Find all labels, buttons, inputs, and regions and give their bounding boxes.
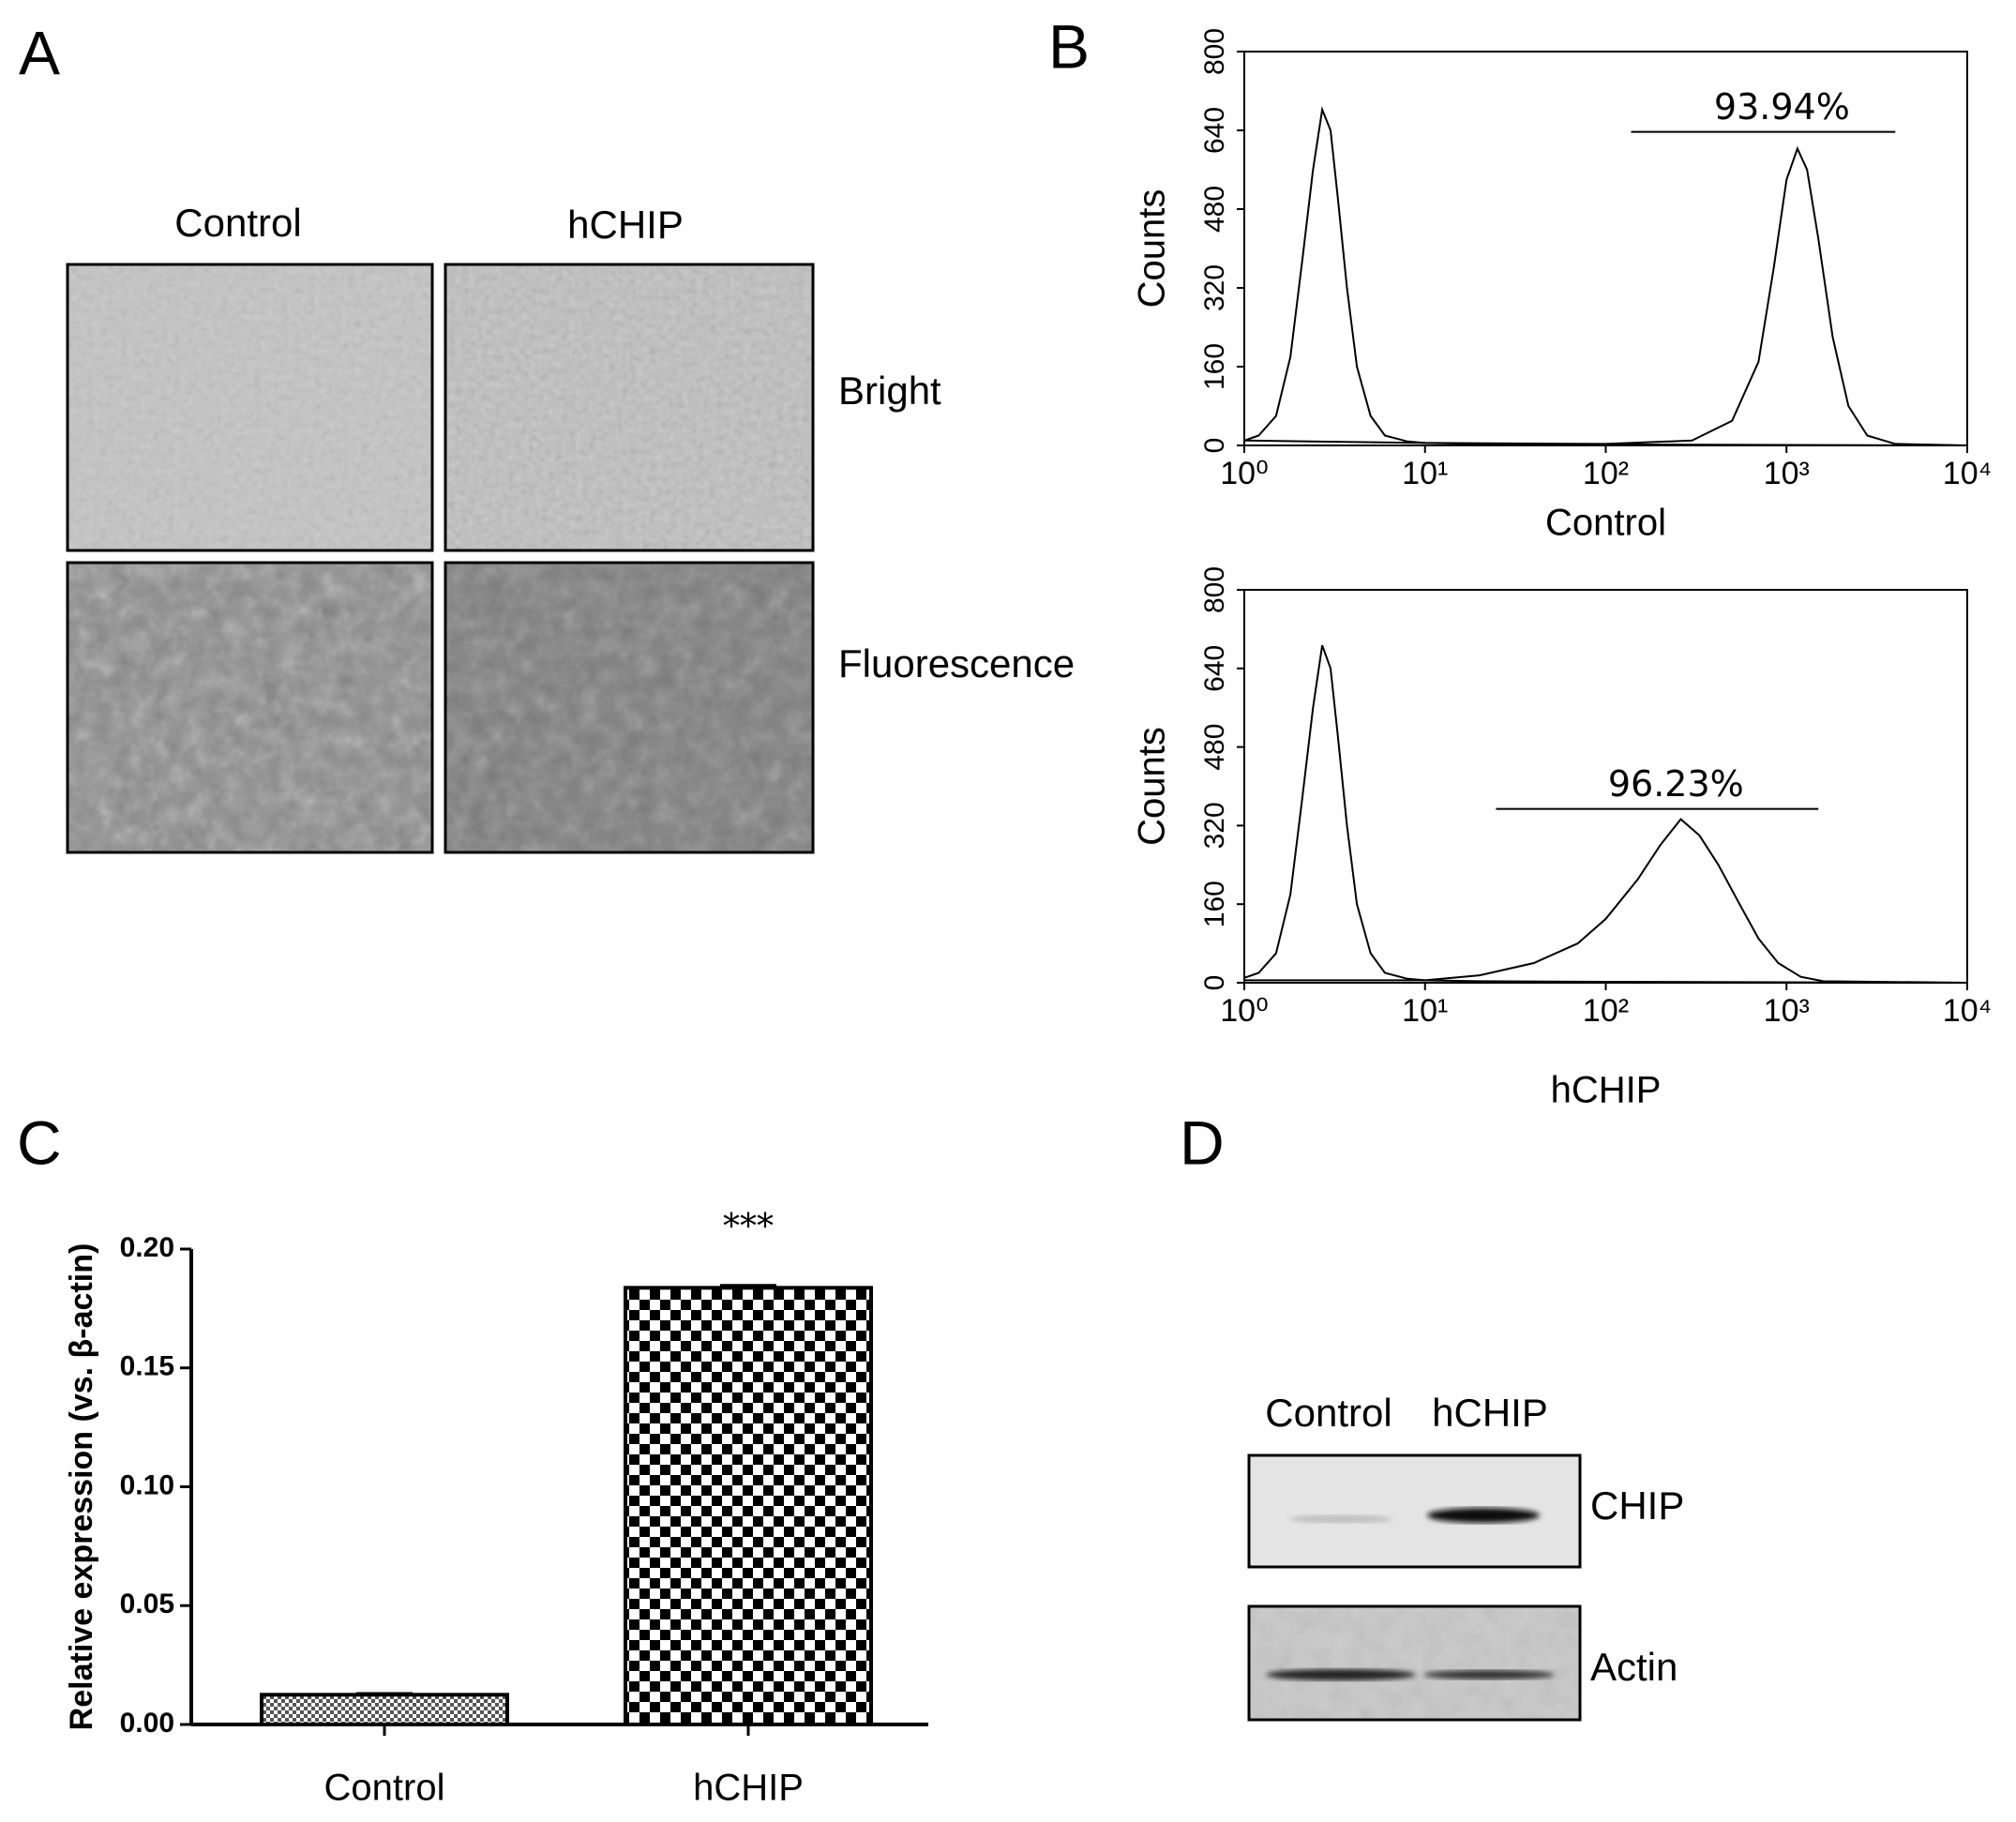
x-tick-label: 10⁴ bbox=[1943, 456, 1992, 491]
x-tick-label: 10⁴ bbox=[1943, 993, 1992, 1029]
y-tick-label: 320 bbox=[1199, 264, 1230, 311]
x-tick-label: 10¹ bbox=[1402, 456, 1448, 491]
y-tick-label: 480 bbox=[1199, 724, 1230, 771]
panel-label: C bbox=[17, 1107, 62, 1177]
micrograph bbox=[66, 263, 434, 552]
row-label: Fluorescence bbox=[838, 641, 1075, 685]
gate-label: 96.23% bbox=[1608, 763, 1744, 805]
y-axis-title: Counts bbox=[1132, 189, 1173, 309]
panel-label: D bbox=[1180, 1107, 1225, 1177]
y-tick-label: 0.20 bbox=[120, 1232, 174, 1263]
y-tick-label: 640 bbox=[1199, 107, 1230, 154]
column-label: hCHIP bbox=[567, 203, 684, 247]
x-tick-label: 10³ bbox=[1764, 456, 1810, 491]
micrograph bbox=[444, 561, 815, 854]
significance-label: *** bbox=[723, 1208, 774, 1246]
column-label: Control bbox=[174, 201, 301, 245]
x-axis-title: Control bbox=[1545, 503, 1666, 544]
gate-label: 93.94% bbox=[1714, 86, 1850, 128]
x-tick-label: 10⁰ bbox=[1220, 456, 1268, 491]
plot-frame bbox=[1243, 589, 1968, 984]
panel-label: B bbox=[1048, 11, 1090, 81]
x-tick-label: Control bbox=[324, 1768, 445, 1809]
band-label: Actin bbox=[1590, 1645, 1677, 1689]
x-tick-label: 10⁰ bbox=[1220, 993, 1268, 1029]
blot bbox=[1247, 1453, 1582, 1569]
y-tick-label: 0 bbox=[1199, 975, 1230, 991]
y-axis-title: Relative expression (vs. β-actin) bbox=[64, 1243, 99, 1731]
panel-label: A bbox=[19, 18, 60, 87]
band-label: CHIP bbox=[1590, 1483, 1684, 1528]
x-tick-label: 10¹ bbox=[1402, 993, 1448, 1029]
y-tick-label: 480 bbox=[1199, 186, 1230, 233]
x-tick-label: 10² bbox=[1583, 456, 1629, 491]
x-tick-label: 10³ bbox=[1764, 993, 1810, 1029]
y-tick-label: 0.05 bbox=[120, 1589, 174, 1619]
y-tick-label: 640 bbox=[1199, 645, 1230, 692]
y-tick-label: 800 bbox=[1199, 28, 1230, 75]
y-tick-label: 160 bbox=[1199, 881, 1230, 927]
y-tick-label: 0.15 bbox=[120, 1351, 174, 1382]
histogram-line bbox=[1244, 818, 1968, 984]
bar bbox=[260, 1693, 509, 1726]
histogram-line bbox=[1243, 145, 1968, 446]
y-tick-label: 320 bbox=[1199, 802, 1230, 849]
bar bbox=[624, 1286, 873, 1727]
histogram-line bbox=[1243, 644, 1968, 984]
blot bbox=[1247, 1604, 1582, 1722]
row-label: Bright bbox=[838, 369, 941, 413]
x-tick-label: 10² bbox=[1583, 993, 1629, 1029]
y-tick-label: 0.00 bbox=[120, 1708, 174, 1739]
plot-frame bbox=[1243, 51, 1968, 446]
y-axis-title: Counts bbox=[1132, 727, 1173, 846]
y-tick-label: 800 bbox=[1199, 566, 1230, 613]
micrograph bbox=[444, 263, 815, 552]
y-tick-label: 0.10 bbox=[120, 1469, 174, 1500]
x-axis-title: hCHIP bbox=[1551, 1070, 1662, 1111]
micrograph bbox=[66, 561, 434, 854]
lane-label: Control bbox=[1265, 1391, 1392, 1435]
y-tick-label: 0 bbox=[1199, 438, 1230, 454]
y-tick-label: 160 bbox=[1199, 343, 1230, 390]
lane-label: hCHIP bbox=[1432, 1391, 1548, 1435]
x-tick-label: hCHIP bbox=[693, 1768, 804, 1809]
histogram-line bbox=[1243, 106, 1968, 446]
